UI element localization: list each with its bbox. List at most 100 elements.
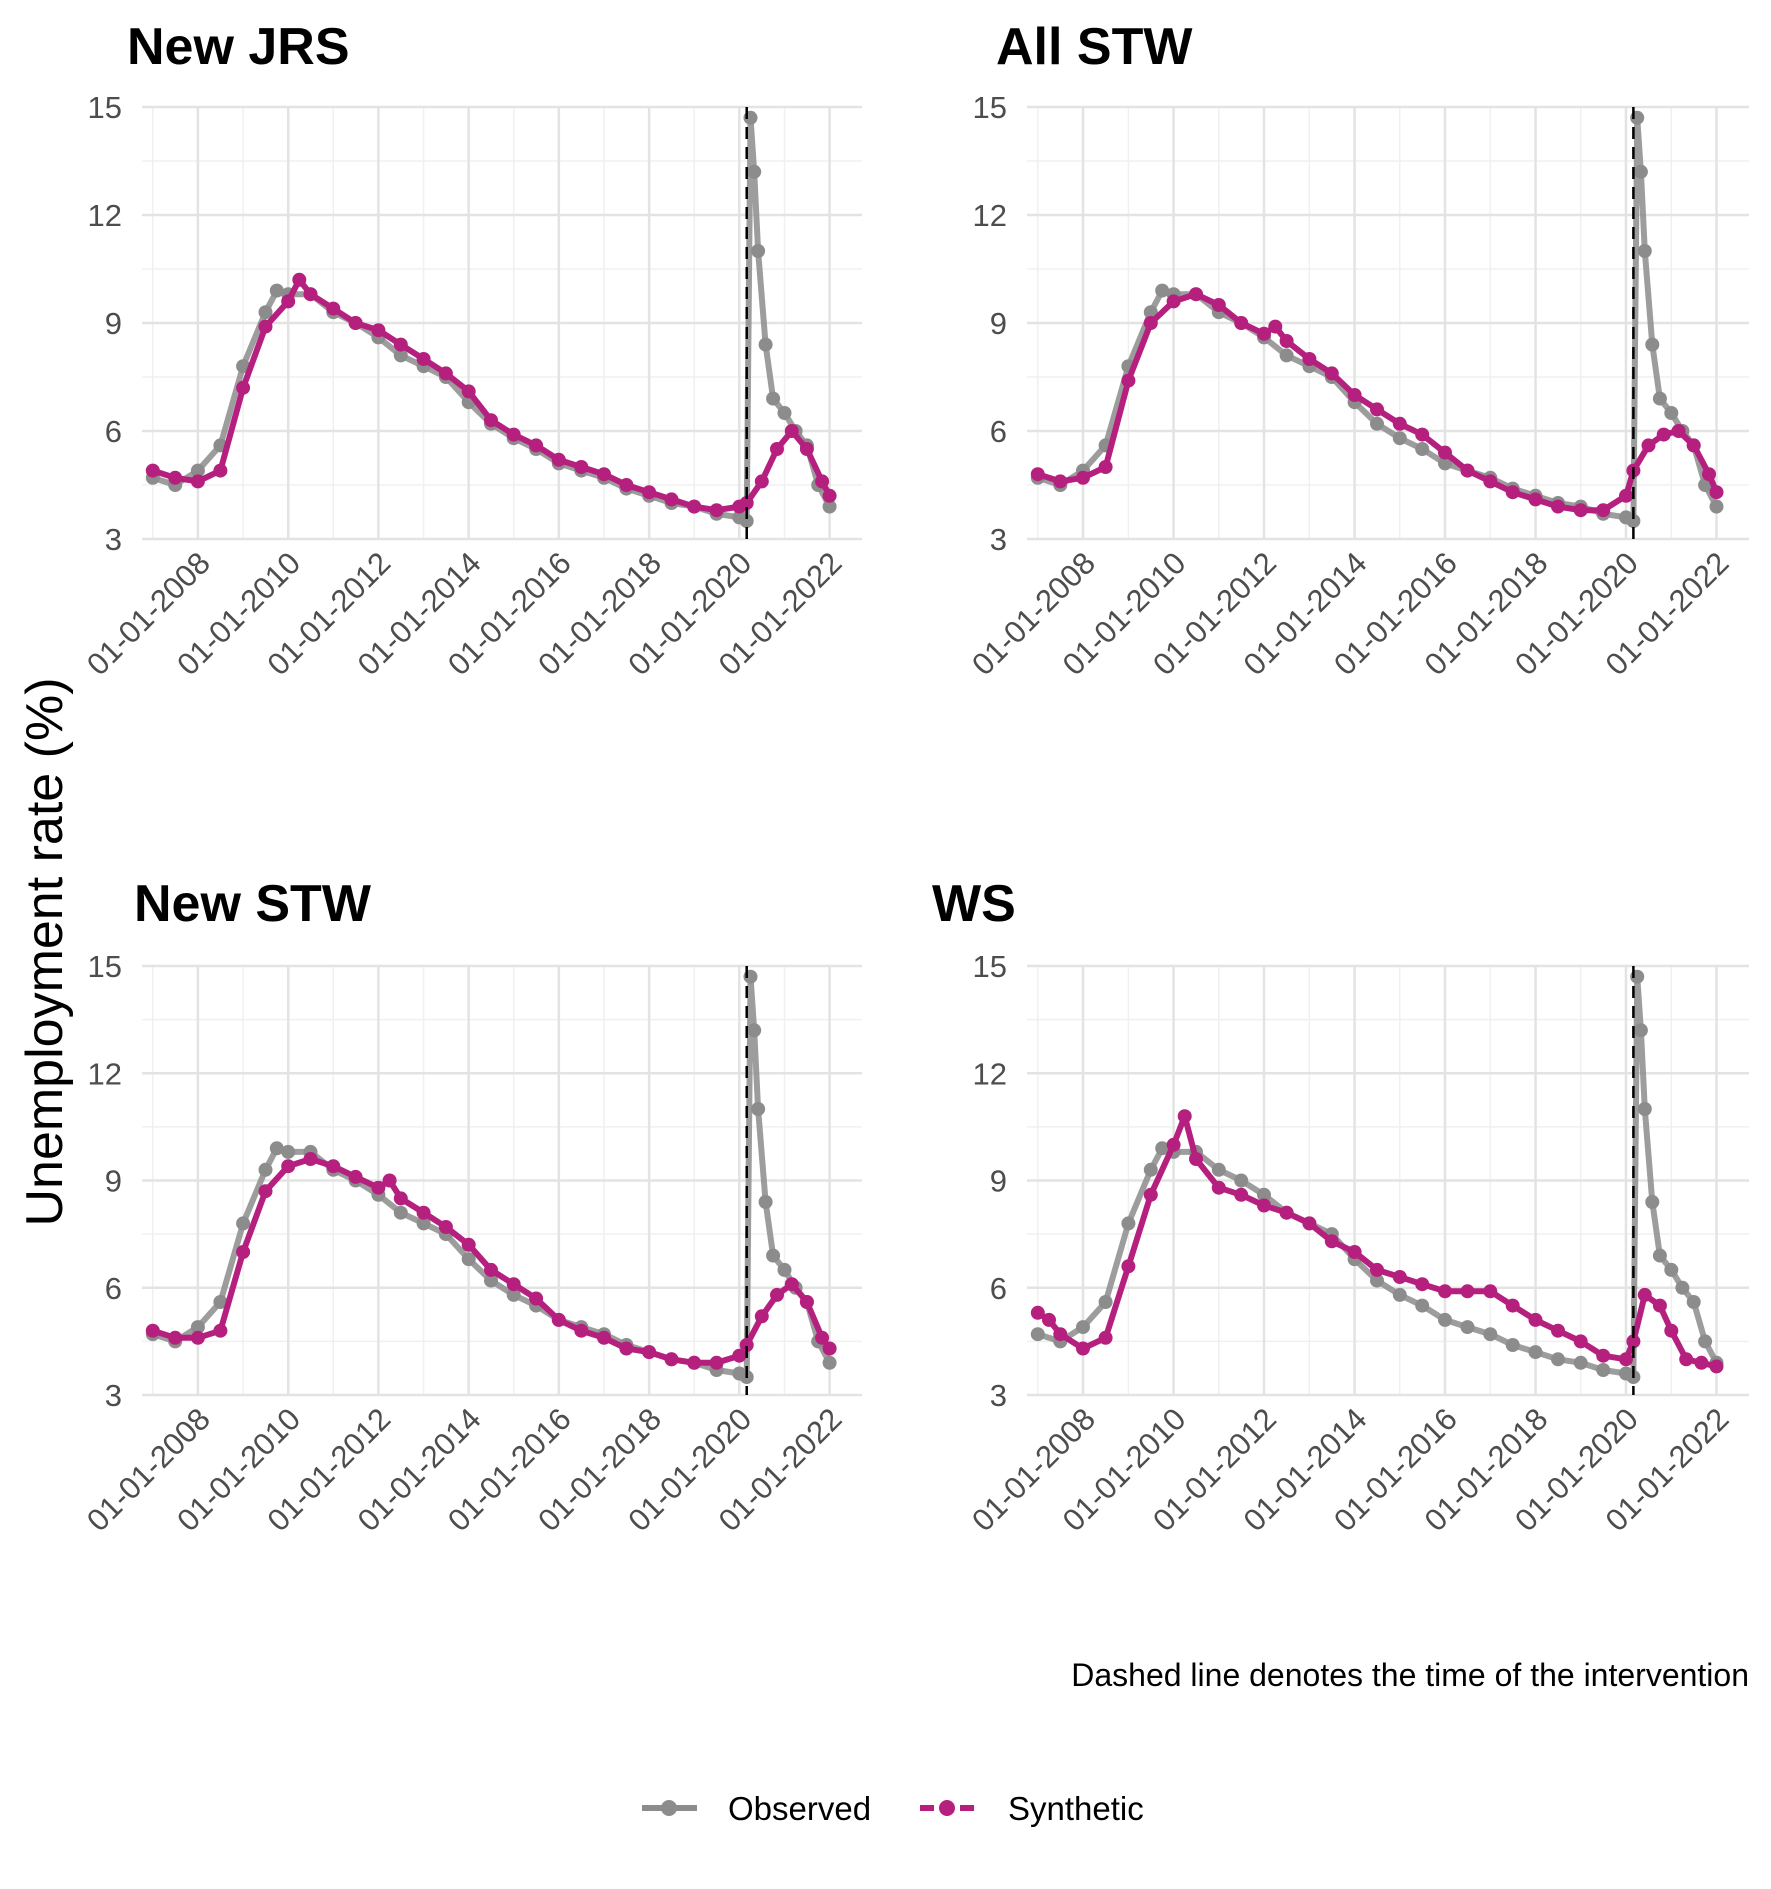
data-point-observed: [766, 1248, 781, 1263]
data-point-synthetic: [1702, 467, 1716, 482]
data-point-synthetic: [687, 1355, 702, 1370]
series-line-synthetic: [1034, 1113, 1720, 1370]
data-point-synthetic: [1211, 1180, 1226, 1195]
data-point-synthetic: [1121, 1259, 1136, 1274]
data-point-observed: [190, 463, 205, 478]
data-point-synthetic: [551, 452, 566, 467]
panel-all-stw: 369121501-01-200801-01-201001-01-201201-…: [965, 18, 1749, 682]
caption: Dashed line denotes the time of the inte…: [1071, 1657, 1749, 1693]
data-point-synthetic: [190, 1330, 205, 1345]
data-point-synthetic: [281, 1159, 296, 1174]
data-point-synthetic: [292, 272, 307, 287]
data-point-observed: [281, 1144, 296, 1159]
data-point-observed: [506, 1287, 521, 1302]
data-point-synthetic: [1619, 488, 1633, 503]
data-point-synthetic: [799, 442, 814, 456]
data-point-synthetic: [438, 366, 453, 381]
data-point-synthetic: [597, 1330, 611, 1345]
y-tick-label: 9: [990, 1164, 1007, 1199]
data-point-observed: [1370, 416, 1384, 431]
data-point-observed: [747, 1023, 762, 1038]
data-point-synthetic: [145, 463, 160, 478]
data-point-synthetic: [1030, 1305, 1045, 1320]
data-point-observed: [1155, 1141, 1170, 1156]
data-point-synthetic: [770, 442, 784, 456]
data-point-observed: [1076, 1320, 1090, 1335]
data-point-synthetic: [1415, 1277, 1430, 1292]
data-point-observed: [269, 1141, 284, 1156]
data-point-observed: [1637, 1102, 1652, 1116]
data-point-observed: [747, 164, 762, 179]
data-point-synthetic: [1347, 388, 1362, 402]
data-point-observed: [416, 1216, 431, 1231]
y-tick-label: 15: [88, 949, 122, 984]
data-point-synthetic: [1324, 366, 1339, 381]
data-point-synthetic: [709, 1355, 724, 1370]
series-line-observed: [1034, 114, 1720, 524]
data-point-synthetic: [1596, 503, 1611, 518]
y-tick-label: 3: [105, 1378, 122, 1413]
data-point-observed: [766, 391, 781, 406]
data-point-synthetic: [258, 1184, 273, 1199]
data-point-synthetic: [1709, 1359, 1724, 1374]
y-tick-label: 9: [105, 306, 122, 341]
data-point-synthetic: [619, 1341, 634, 1356]
panel-title: New STW: [134, 875, 372, 933]
data-point-observed: [1633, 164, 1648, 179]
data-point-synthetic: [326, 1159, 341, 1174]
series-line-synthetic: [149, 276, 833, 514]
data-point-observed: [484, 1273, 498, 1288]
data-point-synthetic: [1619, 1352, 1633, 1367]
data-point-synthetic: [822, 488, 837, 503]
data-point-synthetic: [1671, 424, 1686, 438]
data-point-observed: [1652, 1248, 1667, 1263]
data-point-observed: [1652, 391, 1667, 406]
data-point-observed: [1698, 1334, 1713, 1349]
data-point-synthetic: [754, 474, 769, 489]
y-tick-label: 12: [973, 198, 1007, 233]
legend-synthetic-label: Synthetic: [1008, 1790, 1144, 1827]
data-point-synthetic: [739, 496, 754, 510]
data-point-observed: [1460, 1320, 1475, 1335]
data-point-synthetic: [1626, 1334, 1641, 1349]
y-tick-label: 3: [990, 1378, 1007, 1413]
data-point-synthetic: [303, 1152, 318, 1166]
data-point-synthetic: [236, 380, 251, 395]
data-point-synthetic: [642, 1345, 657, 1360]
y-tick-label: 12: [973, 1056, 1007, 1091]
data-point-synthetic: [1694, 1355, 1709, 1370]
data-point-synthetic: [1211, 298, 1226, 312]
data-point-synthetic: [1637, 1287, 1652, 1302]
data-point-observed: [1505, 1338, 1520, 1352]
data-point-observed: [1234, 1173, 1249, 1188]
data-point-synthetic: [529, 438, 544, 453]
data-point-observed: [758, 337, 773, 352]
y-tick-label: 3: [990, 522, 1007, 557]
series-line-synthetic: [1034, 291, 1720, 514]
data-point-synthetic: [1528, 492, 1543, 507]
data-point-synthetic: [732, 1348, 747, 1363]
data-point-synthetic: [506, 427, 521, 442]
data-point-synthetic: [1505, 1298, 1520, 1313]
data-point-observed: [1551, 1352, 1565, 1367]
data-point-synthetic: [1166, 294, 1181, 309]
data-point-synthetic: [1370, 402, 1384, 417]
data-point-synthetic: [1392, 416, 1407, 431]
data-point-synthetic: [382, 1173, 397, 1188]
data-point-synthetic: [1257, 326, 1271, 341]
y-tick-label: 6: [105, 414, 122, 449]
data-point-synthetic: [1042, 1312, 1056, 1327]
data-point-observed: [1645, 337, 1660, 352]
data-point-observed: [1415, 442, 1430, 456]
data-point-synthetic: [1483, 474, 1498, 489]
data-point-synthetic: [1347, 1245, 1362, 1259]
panel-new-stw: 369121501-01-200801-01-201001-01-201201-…: [80, 875, 862, 1538]
data-point-synthetic: [1279, 334, 1294, 348]
data-point-synthetic: [1679, 1352, 1694, 1367]
y-axis-label: Unemployment rate (%): [16, 677, 74, 1226]
data-point-synthetic: [438, 1220, 453, 1234]
data-point-synthetic: [1189, 287, 1203, 302]
data-point-observed: [393, 1205, 408, 1220]
data-point-synthetic: [574, 1323, 589, 1338]
